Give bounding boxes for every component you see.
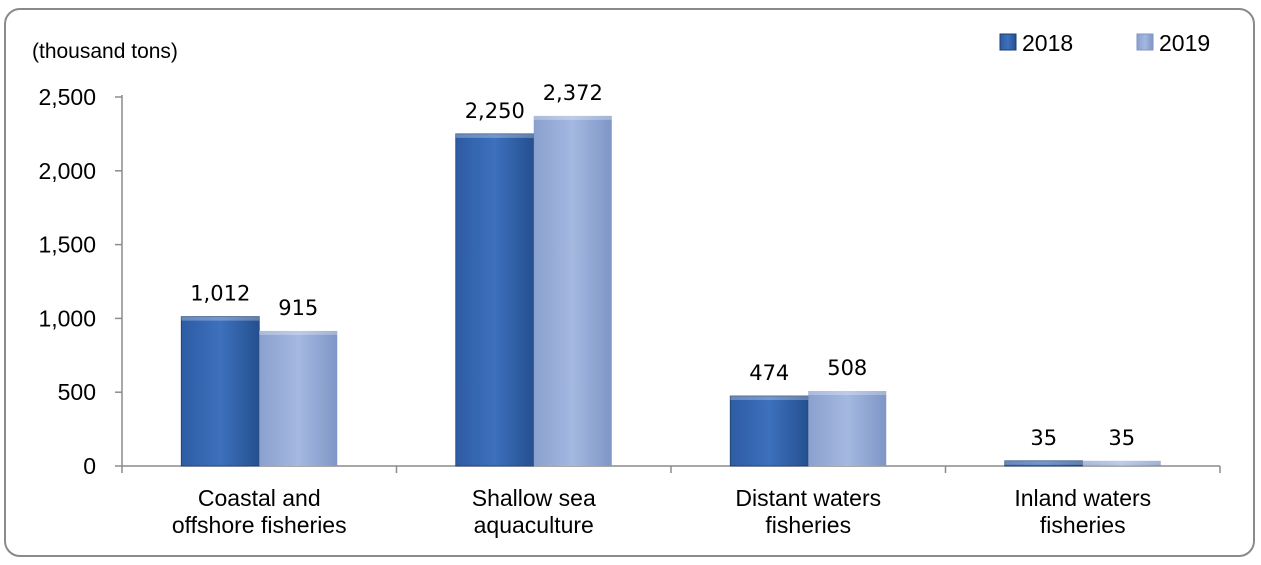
bar-body (729, 395, 809, 467)
data-label-2018: 474 (749, 361, 789, 385)
bar-2019 (808, 391, 887, 466)
legend-item-2019: 2019 (1136, 30, 1210, 56)
bar-2019 (259, 330, 338, 466)
legend: 2018 2019 (999, 30, 1210, 56)
y-tick-label: 500 (58, 379, 96, 405)
category-label-line: Coastal and (198, 485, 321, 511)
category-label-line: Distant waters (735, 485, 881, 511)
bar-body (455, 133, 535, 467)
data-label-2019: 35 (1108, 426, 1135, 450)
bar-2018 (729, 395, 809, 467)
category-label-line: offshore fisheries (172, 512, 347, 538)
bar-body (1082, 460, 1161, 466)
bar-2019 (533, 115, 612, 467)
bar-body (259, 330, 338, 466)
bar-top-highlight (1004, 460, 1083, 465)
bar-top-highlight (1082, 460, 1161, 465)
data-label-2019: 915 (278, 296, 318, 320)
legend-label: 2019 (1159, 30, 1210, 56)
unit-label: (thousand tons) (32, 40, 178, 63)
data-label-2019: 508 (827, 356, 867, 380)
bar-top-highlight (533, 115, 612, 120)
data-label-2018: 35 (1030, 426, 1057, 450)
y-tick-label: 0 (83, 453, 96, 479)
bar-top-highlight (808, 391, 887, 396)
bar-top-highlight (181, 316, 260, 321)
bar-2018 (1004, 460, 1084, 467)
bar-2019 (1082, 460, 1161, 466)
bar-2018 (455, 133, 535, 467)
bar-top-highlight (730, 396, 809, 401)
bar-top-highlight (455, 133, 534, 138)
data-label-2018: 2,250 (465, 99, 525, 123)
category-label-line: Inland waters (1014, 485, 1151, 511)
legend-item-2018: 2018 (999, 30, 1073, 56)
legend-swatch (1136, 33, 1154, 51)
bar-body (180, 316, 260, 467)
category-labels: Coastal and offshore fisheries Shallow sea… (172, 485, 1151, 538)
category-label-line: fisheries (765, 512, 851, 538)
category-label: Inland waters fisheries (1014, 485, 1151, 538)
y-tick-label: 2,500 (38, 84, 96, 110)
y-tick-label: 1,500 (38, 232, 96, 258)
y-axis-ticks: 0 500 1,000 1,500 2,000 2,500 (38, 84, 122, 479)
category-label-line: fisheries (1040, 512, 1126, 538)
bar-top-highlight (259, 330, 338, 335)
bar-body (533, 115, 612, 467)
bars (180, 115, 1161, 467)
data-label-2018: 1,012 (190, 282, 250, 306)
y-tick-label: 1,000 (38, 305, 96, 331)
bar-2018 (180, 316, 260, 467)
legend-label: 2018 (1022, 30, 1073, 56)
category-label: Shallow sea aquaculture (472, 485, 596, 538)
category-label-line: aquaculture (474, 512, 594, 538)
category-label: Distant waters fisheries (735, 485, 881, 538)
y-tick-label: 2,000 (38, 158, 96, 184)
data-labels: 1,012 915 2,250 2,372 474 508 35 35 (190, 81, 1135, 450)
legend-swatch (999, 33, 1017, 51)
data-label-2019: 2,372 (543, 81, 603, 105)
category-label-line: Shallow sea (472, 485, 596, 511)
category-label: Coastal and offshore fisheries (172, 485, 347, 538)
bar-body (808, 391, 887, 466)
